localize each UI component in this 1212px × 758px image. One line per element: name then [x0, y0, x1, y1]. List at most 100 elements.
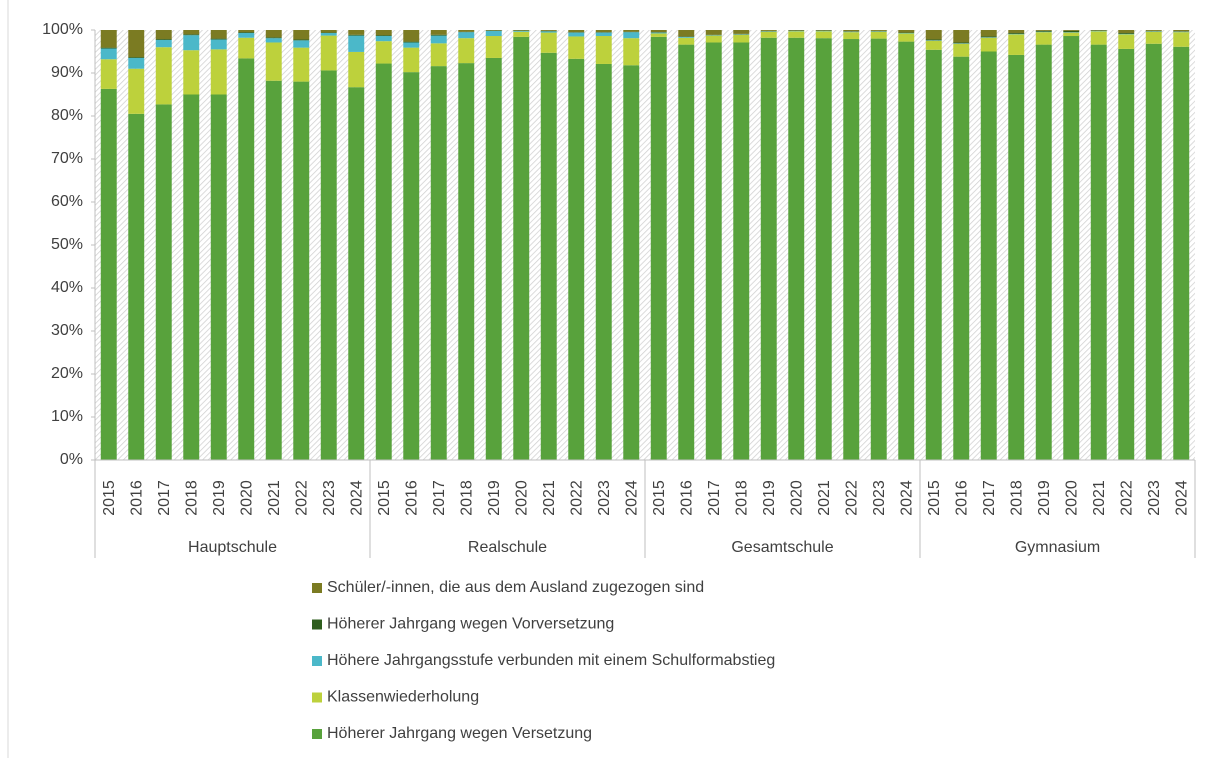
x-tick-label: 2023 [596, 480, 613, 516]
bar-segment [650, 30, 667, 33]
bar-segment [238, 32, 255, 34]
bar-segment [678, 30, 695, 37]
bar-segment [375, 30, 392, 36]
bar-segment [568, 58, 585, 461]
legend-swatch [312, 656, 322, 666]
bar-segment [155, 39, 172, 40]
bar-segment [458, 38, 475, 64]
bar-segment [485, 57, 502, 460]
bar-segment [1035, 44, 1052, 461]
bar-segment [348, 87, 365, 460]
x-tick-label: 2019 [761, 480, 778, 516]
bar-segment [375, 36, 392, 42]
bar-segment [293, 47, 310, 82]
bar-segment [925, 49, 942, 460]
x-tick-label: 2015 [926, 480, 943, 516]
bar-segment [155, 104, 172, 460]
legend-swatch [312, 619, 322, 630]
bar-segment [430, 66, 447, 461]
bar-segment [210, 39, 227, 50]
bar-segment [100, 47, 117, 49]
bar-segment [403, 72, 420, 460]
x-tick-label: 2017 [156, 480, 173, 516]
group-label: Hauptschule [188, 539, 277, 556]
x-tick-label: 2024 [898, 480, 915, 516]
bar-segment [210, 30, 227, 39]
bar-segment [430, 35, 447, 44]
bar-segment [760, 37, 777, 461]
bar-segment [980, 37, 997, 52]
bar-segment [1118, 34, 1135, 49]
bar-segment [1035, 32, 1052, 45]
y-tick-label: 50% [51, 236, 83, 253]
x-tick-label: 2019 [211, 480, 228, 516]
bar-segment [815, 38, 832, 461]
bar-segment [1145, 31, 1162, 44]
bar-segment [1008, 33, 1025, 34]
bar-segment [485, 36, 502, 58]
bar-segment [513, 30, 530, 32]
x-tick-label: 2018 [1008, 480, 1025, 516]
x-tick-label: 2020 [1063, 480, 1080, 516]
bar-segment [100, 30, 117, 48]
bar-segment [320, 30, 337, 33]
bar-segment [1118, 30, 1135, 34]
bar-segment [128, 30, 145, 58]
bar-segment [898, 41, 915, 461]
plot-background [95, 30, 1195, 460]
legend-swatch [312, 583, 322, 593]
bar-segment [1090, 44, 1107, 461]
bar-segment [705, 42, 722, 460]
bar-segment [210, 38, 227, 40]
bar-segment [870, 30, 887, 31]
bar-segment [375, 63, 392, 460]
group-label: Gesamtschule [731, 539, 833, 556]
bar-segment [458, 32, 475, 39]
x-tick-label: 2023 [321, 480, 338, 516]
x-tick-label: 2016 [403, 480, 420, 516]
bar-segment [375, 35, 392, 37]
bar-segment [953, 30, 970, 43]
bar-segment [953, 43, 970, 57]
bar-segment [980, 30, 997, 37]
bar-segment [1090, 31, 1107, 45]
bar-segment [238, 58, 255, 460]
bar-segment [375, 41, 392, 64]
bar-segment [678, 37, 695, 45]
bar-segment [293, 81, 310, 460]
legend-label: Höhere Jahrgangsstufe verbunden mit eine… [327, 652, 775, 669]
bar-segment [815, 31, 832, 39]
y-tick-label: 10% [51, 408, 83, 425]
bar-segment [430, 43, 447, 67]
bar-segment [650, 36, 667, 460]
bar-segment [870, 31, 887, 39]
y-tick-label: 40% [51, 279, 83, 296]
x-tick-label: 2021 [266, 480, 283, 516]
bar-segment [100, 59, 117, 89]
bar-segment [293, 30, 310, 40]
bar-segment [925, 30, 942, 40]
bar-segment [1173, 46, 1190, 461]
bar-segment [430, 34, 447, 36]
bar-segment [705, 35, 722, 43]
legend-label: Höherer Jahrgang wegen Vorversetzung [327, 616, 614, 633]
bar-segment [265, 80, 282, 461]
bar-segment [678, 36, 695, 38]
legend-label: Schüler/-innen, die aus dem Ausland zuge… [327, 579, 704, 596]
bar-segment [403, 42, 420, 48]
y-tick-label: 80% [51, 107, 83, 124]
bar-segment [183, 34, 200, 36]
x-tick-label: 2024 [623, 480, 640, 516]
x-tick-label: 2022 [843, 480, 860, 516]
bar-segment [1008, 30, 1025, 34]
y-tick-label: 20% [51, 365, 83, 382]
bar-segment [760, 30, 777, 31]
bar-segment [595, 63, 612, 460]
bar-segment [265, 30, 282, 38]
bar-segment [650, 32, 667, 34]
legend-swatch [312, 729, 322, 739]
x-tick-label: 2017 [431, 480, 448, 516]
bar-segment [210, 94, 227, 460]
x-tick-label: 2015 [651, 480, 668, 516]
x-tick-label: 2022 [568, 480, 585, 516]
